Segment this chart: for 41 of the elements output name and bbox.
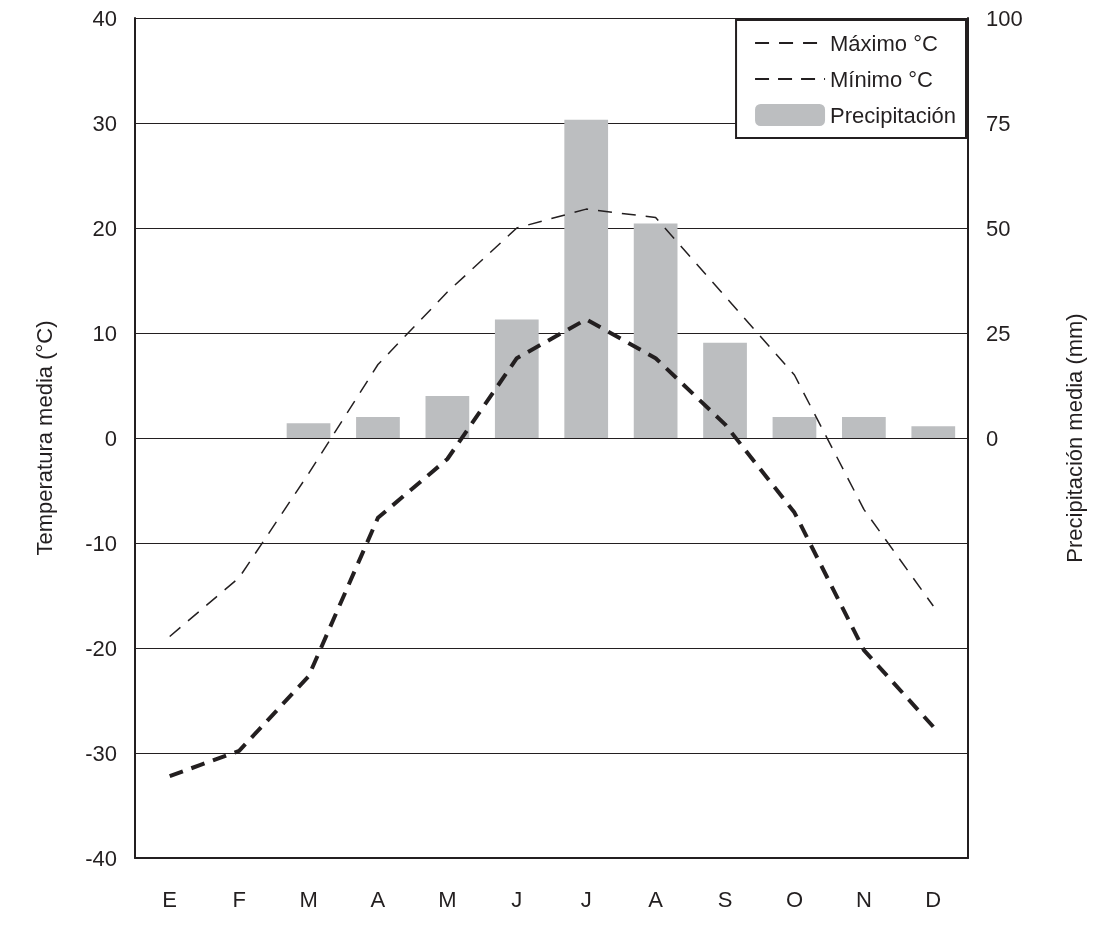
y-tick-label: 30	[92, 110, 117, 136]
x-tick-label: M	[299, 886, 318, 912]
y-tick-label: -20	[85, 635, 117, 661]
bar	[772, 417, 817, 438]
y2-tick-label: 25	[986, 320, 1011, 346]
x-tick-label: J	[580, 886, 592, 912]
bar	[425, 396, 470, 438]
y-tick-label: -10	[85, 530, 117, 556]
x-tick-label: N	[855, 886, 872, 912]
y-axis-title: Temperatura media (°C)	[31, 320, 57, 556]
x-tick-label: A	[370, 886, 386, 912]
y-tick-label: 0	[104, 425, 117, 451]
y-tick-label: -30	[85, 740, 117, 766]
x-tick-label: E	[162, 886, 178, 912]
legend-label: Precipitación	[830, 102, 956, 128]
y-tick-label: 10	[92, 320, 117, 346]
y-tick-label: 40	[92, 5, 117, 31]
bar	[633, 223, 678, 438]
y-tick-label: -40	[85, 845, 117, 871]
y2-tick-label: 100	[986, 5, 1023, 31]
legend-label: Mínimo °C	[830, 66, 934, 92]
bar	[703, 342, 747, 438]
x-tick-label: O	[785, 886, 804, 912]
y-tick-label: 20	[92, 215, 117, 241]
x-tick-label: F	[232, 886, 246, 912]
bar	[842, 417, 886, 438]
x-tick-label: J	[511, 886, 523, 912]
bar	[356, 417, 400, 438]
legend-label: Máximo °C	[830, 30, 938, 56]
y2-axis-title: Precipitación media (mm)	[1061, 313, 1087, 563]
bar	[564, 119, 609, 438]
x-tick-label: S	[717, 886, 733, 912]
bar	[494, 319, 539, 438]
y2-tick-label: 0	[986, 425, 999, 451]
bar	[911, 426, 956, 438]
x-tick-label: M	[438, 886, 457, 912]
y2-tick-label: 75	[986, 110, 1011, 136]
x-tick-label: A	[648, 886, 664, 912]
bar	[286, 423, 331, 438]
y2-tick-label: 50	[986, 215, 1011, 241]
x-tick-label: D	[925, 886, 942, 912]
